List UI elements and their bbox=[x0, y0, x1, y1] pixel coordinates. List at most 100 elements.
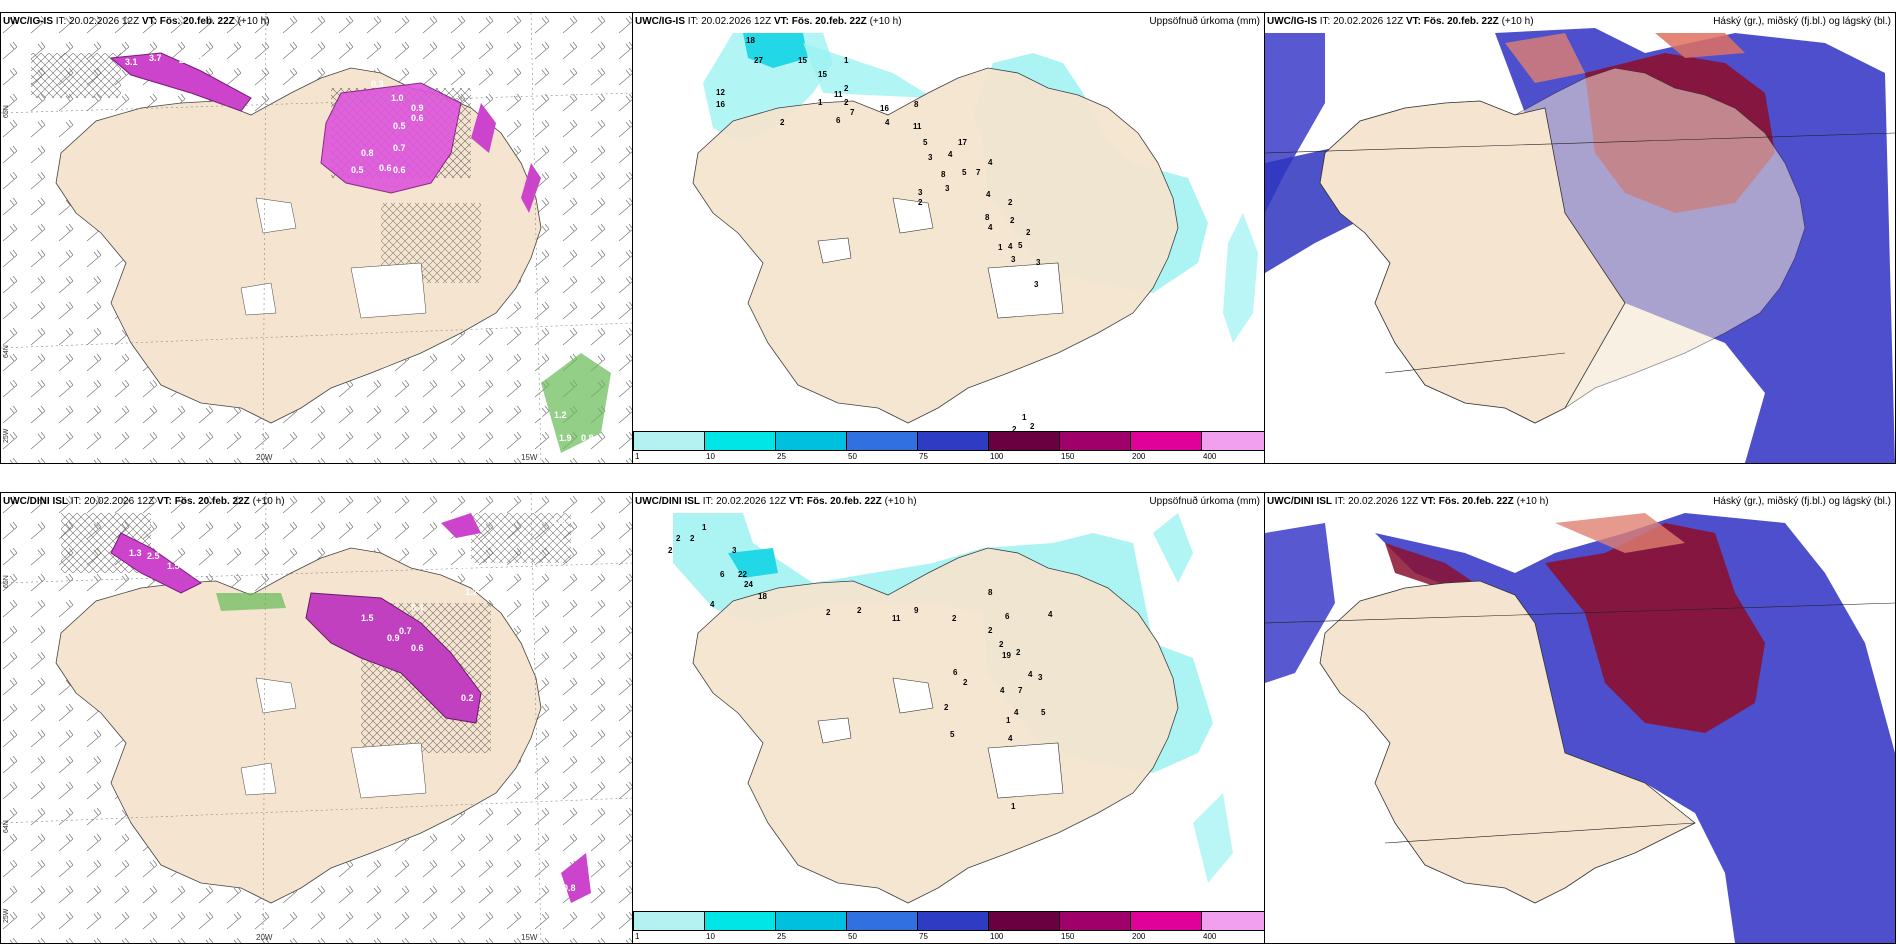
graupel-value-label: 0.9 bbox=[411, 103, 424, 113]
graupel-value-label: 0.7 bbox=[529, 411, 542, 421]
colorbar-label: 1 bbox=[635, 932, 640, 941]
precip-value-label: 2 bbox=[676, 534, 681, 543]
precip-value-label: 19 bbox=[1002, 651, 1011, 660]
precip-value-label: 11 bbox=[834, 90, 843, 99]
precip-value-label: 2 bbox=[1030, 422, 1035, 431]
colorbar-swatch bbox=[634, 912, 705, 930]
colorbar-swatch bbox=[1060, 912, 1131, 930]
graupel-value-label: 0.6 bbox=[411, 113, 424, 123]
precip-value-label: 3 bbox=[945, 184, 950, 193]
colorbar-swatch bbox=[918, 432, 989, 450]
precip-value-label: 2 bbox=[1026, 228, 1031, 237]
graupel-value-label: 0.5 bbox=[351, 165, 364, 175]
panel-header: UWC/IG-IS IT: 20.02.2026 12Z VT: Fös. 20… bbox=[635, 16, 902, 27]
graupel-value-label: 0.8 bbox=[581, 433, 594, 443]
precip-value-label: 27 bbox=[754, 56, 763, 65]
precip-value-label: 2 bbox=[952, 614, 957, 623]
precip-value-label: 7 bbox=[976, 168, 981, 177]
precip-value-label: 4 bbox=[1008, 242, 1013, 251]
colorbar-label: 10 bbox=[706, 932, 715, 941]
precip-value-label: 1 bbox=[998, 243, 1003, 252]
precip-value-label: 4 bbox=[1008, 734, 1013, 743]
cloud-map bbox=[1265, 28, 1895, 463]
precip-value-label: 2 bbox=[826, 608, 831, 617]
precip-value-label: 16 bbox=[716, 100, 725, 109]
precip-value-label: 2 bbox=[844, 84, 849, 93]
panel-header: UWC/IG-IS IT: 20.02.2026 12Z VT: Fös. 20… bbox=[3, 16, 270, 27]
graupel-value-label: 0.9 bbox=[387, 633, 400, 643]
colorbar-swatch bbox=[847, 912, 918, 930]
colorbar-label: 200 bbox=[1132, 452, 1146, 461]
precip-value-label: 6 bbox=[836, 116, 841, 125]
panel-header: UWC/DINI ISL IT: 20.02.2026 12Z VT: Fös.… bbox=[635, 496, 917, 507]
lon-label-20: 20W bbox=[256, 933, 273, 942]
graupel-value-label: 1.0 bbox=[391, 93, 404, 103]
colorbar-swatch bbox=[1202, 432, 1264, 450]
top-mid-panel: UWC/IG-IS IT: 20.02.2026 12Z VT: Fös. 20… bbox=[632, 12, 1265, 464]
precip-value-label: 17 bbox=[958, 138, 967, 147]
precip-value-label: 2 bbox=[1016, 648, 1021, 657]
precip-value-label: 2 bbox=[780, 118, 785, 127]
precip-value-label: 6 bbox=[720, 570, 725, 579]
precip-value-label: 2 bbox=[844, 98, 849, 107]
precip-value-label: 2 bbox=[857, 606, 862, 615]
precip-value-label: 2 bbox=[1008, 198, 1013, 207]
precip-colorbar bbox=[633, 431, 1264, 451]
precip-value-label: 1 bbox=[702, 523, 707, 532]
colorbar-label: 100 bbox=[990, 452, 1004, 461]
graupel-value-label: 1.5 bbox=[361, 613, 374, 623]
precip-value-label: 4 bbox=[885, 118, 890, 127]
colorbar-swatch bbox=[634, 432, 705, 450]
graupel-value-label: 0.5 bbox=[393, 121, 406, 131]
colorbar-label: 25 bbox=[777, 932, 786, 941]
wind-graupel-map bbox=[1, 493, 632, 943]
graupel-value-label: 0.7 bbox=[393, 143, 406, 153]
colorbar-label: 1 bbox=[635, 452, 640, 461]
graupel-value-label: 3.1 bbox=[457, 563, 470, 573]
panel-title: Háský (gr.), miðský (fj.bl.) og lágský (… bbox=[1713, 496, 1891, 507]
graupel-value-label: 3.1 bbox=[125, 57, 138, 67]
bottom-right-panel: UWC/DINI ISL IT: 20.02.2026 12Z VT: Fös.… bbox=[1264, 492, 1896, 944]
precip-value-label: 2 bbox=[918, 198, 923, 207]
graupel-value-label: 1.5 bbox=[167, 561, 180, 571]
graupel-value-label: 0.4 bbox=[411, 603, 424, 613]
precip-map bbox=[673, 513, 1233, 904]
precip-value-label: 4 bbox=[988, 223, 993, 232]
lat-label-25: 25W bbox=[3, 428, 10, 443]
colorbar-label: 10 bbox=[706, 452, 715, 461]
precip-value-label: 8 bbox=[941, 170, 946, 179]
precip-value-label: 4 bbox=[1048, 610, 1053, 619]
colorbar-label: 400 bbox=[1203, 452, 1217, 461]
precip-value-label: 8 bbox=[988, 588, 993, 597]
lat-label-25: 25W bbox=[3, 908, 10, 923]
precip-value-label: 2 bbox=[668, 546, 673, 555]
colorbar-label: 75 bbox=[919, 452, 928, 461]
precip-value-label: 2 bbox=[963, 678, 968, 687]
precip-value-label: 5 bbox=[1018, 241, 1023, 250]
cloud-map bbox=[1265, 513, 1895, 943]
lon-label-20: 20W bbox=[256, 453, 273, 462]
graupel-value-label: 0.3 bbox=[371, 79, 384, 89]
colorbar-swatch bbox=[847, 432, 918, 450]
precip-value-label: 6 bbox=[1005, 612, 1010, 621]
graupel-value-label: 0.8 bbox=[521, 395, 534, 405]
lat-label-65: 65N bbox=[3, 575, 10, 588]
precip-value-label: 3 bbox=[1011, 255, 1016, 264]
colorbar-swatch bbox=[776, 432, 847, 450]
panel-header: UWC/IG-IS IT: 20.02.2026 12Z VT: Fös. 20… bbox=[1267, 16, 1534, 27]
precip-value-label: 5 bbox=[962, 168, 967, 177]
precip-value-label: 3 bbox=[732, 546, 737, 555]
precip-value-label: 5 bbox=[950, 730, 955, 739]
graupel-value-label: 1.3 bbox=[129, 548, 142, 558]
graupel-value-label: 1.2 bbox=[187, 555, 200, 565]
precip-colorbar bbox=[633, 911, 1264, 931]
precip-map bbox=[692, 33, 1258, 424]
precip-value-label: 18 bbox=[758, 592, 767, 601]
graupel-value-label: 1.6 bbox=[199, 55, 212, 65]
bottom-left-panel: UWC/DINI ISL IT: 20.02.2026 12Z VT: Fös.… bbox=[0, 492, 633, 944]
precip-value-label: 4 bbox=[1028, 670, 1033, 679]
colorbar-label: 150 bbox=[1061, 452, 1075, 461]
colorbar-label: 150 bbox=[1061, 932, 1075, 941]
precip-value-label: 5 bbox=[1041, 708, 1046, 717]
colorbar-swatch bbox=[989, 432, 1060, 450]
